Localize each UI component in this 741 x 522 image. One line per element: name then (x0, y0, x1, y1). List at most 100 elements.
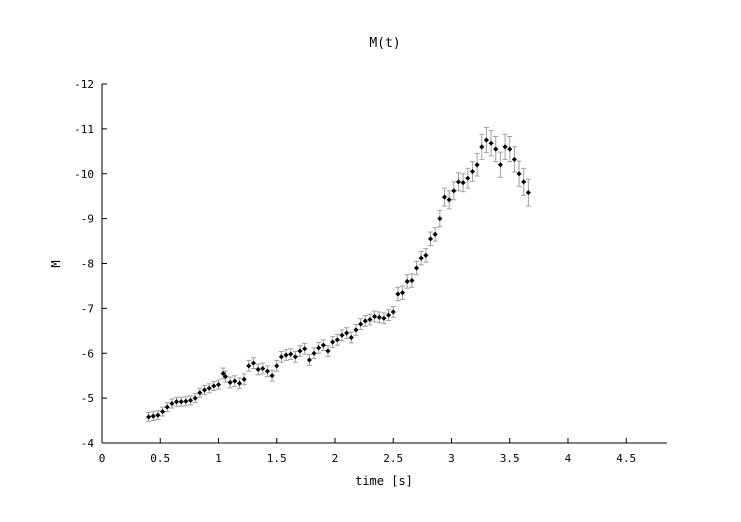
data-point (178, 399, 184, 405)
y-tick-label: -9 (81, 213, 94, 226)
x-axis-label: time [s] (355, 474, 413, 488)
data-point (274, 363, 280, 369)
data-point (206, 385, 212, 391)
data-point (255, 366, 261, 372)
data-point (469, 168, 475, 175)
data-point (348, 334, 354, 341)
chart-title: M(t) (369, 36, 400, 51)
data-point (432, 231, 438, 237)
data-point (174, 399, 180, 405)
data-point (292, 354, 298, 360)
data-point (409, 278, 415, 284)
data-point (497, 162, 503, 168)
y-tick-label: -11 (74, 123, 94, 136)
data-point (502, 144, 508, 150)
data-point (455, 179, 462, 185)
x-tick-label: 2 (332, 452, 339, 465)
data-point (437, 216, 443, 222)
data-point (260, 365, 266, 372)
data-point (353, 327, 359, 333)
x-tick-label: 1 (215, 452, 222, 465)
x-tick-label: 3.5 (500, 452, 520, 465)
y-tick-label: -7 (81, 302, 94, 315)
data-point (211, 383, 217, 389)
data-point (344, 330, 350, 336)
data-point (516, 171, 522, 177)
data-point (232, 378, 238, 384)
data-point (400, 290, 406, 296)
data-point (288, 351, 294, 357)
data-point (339, 332, 345, 338)
data-point (507, 146, 513, 152)
data-point (465, 175, 471, 181)
x-axis-ticks: 0 0.5 1 1.5 2 2.5 3 3.5 4 4.5 (99, 438, 636, 465)
data-point (483, 137, 489, 143)
data-point (418, 255, 424, 261)
x-tick-label: 3 (448, 452, 455, 465)
data-point (381, 315, 387, 321)
data-point (264, 368, 270, 374)
data-point (451, 188, 457, 194)
data-point (446, 197, 452, 203)
data-point (325, 348, 331, 354)
data-point (521, 179, 527, 185)
data-point (297, 348, 303, 354)
data-point (187, 397, 194, 403)
data-point (306, 357, 312, 363)
data-point (367, 317, 373, 323)
data-point (395, 291, 401, 297)
data-point (404, 278, 410, 284)
data-point (386, 312, 392, 318)
data-point (334, 337, 340, 343)
data-point (197, 390, 203, 396)
data-points (146, 137, 531, 420)
data-point (183, 398, 189, 404)
data-point (358, 321, 364, 327)
data-point (215, 382, 222, 388)
data-point (201, 387, 208, 393)
data-point (160, 409, 166, 415)
data-point (320, 342, 326, 348)
y-tick-label: -5 (81, 392, 94, 405)
data-point (236, 380, 243, 386)
data-point (390, 309, 396, 315)
data-point (246, 363, 252, 369)
data-point (413, 265, 420, 271)
x-tick-label: 4 (565, 452, 572, 465)
data-point (423, 252, 429, 258)
data-point (511, 156, 517, 162)
data-point (278, 354, 284, 360)
data-point (220, 370, 226, 376)
data-point (250, 360, 256, 366)
y-tick-label: -10 (74, 168, 94, 181)
y-axis-label: M (49, 260, 63, 267)
data-point (311, 350, 317, 356)
data-point (283, 352, 289, 358)
data-point (222, 374, 229, 380)
x-tick-label: 4.5 (616, 452, 636, 465)
x-tick-label: 0.5 (150, 452, 170, 465)
y-tick-label: -6 (81, 347, 94, 360)
data-point (427, 236, 434, 242)
data-point (460, 180, 466, 186)
x-tick-label: 2.5 (383, 452, 403, 465)
data-point (316, 345, 322, 351)
data-point (441, 194, 448, 200)
y-axis-ticks: -12 -11 -10 -9 -8 -7 -6 -5 -4 (74, 78, 107, 450)
data-point (146, 414, 152, 420)
data-point (241, 376, 247, 382)
x-tick-label: 0 (99, 452, 106, 465)
y-tick-label: -12 (74, 78, 94, 91)
data-point (302, 346, 308, 352)
data-point (330, 339, 336, 345)
data-point (227, 379, 233, 385)
data-point (493, 146, 499, 152)
data-point (192, 395, 198, 401)
data-point (269, 373, 275, 379)
data-point (362, 318, 368, 324)
data-point (155, 412, 161, 418)
data-point (474, 162, 480, 168)
data-point (488, 140, 494, 146)
